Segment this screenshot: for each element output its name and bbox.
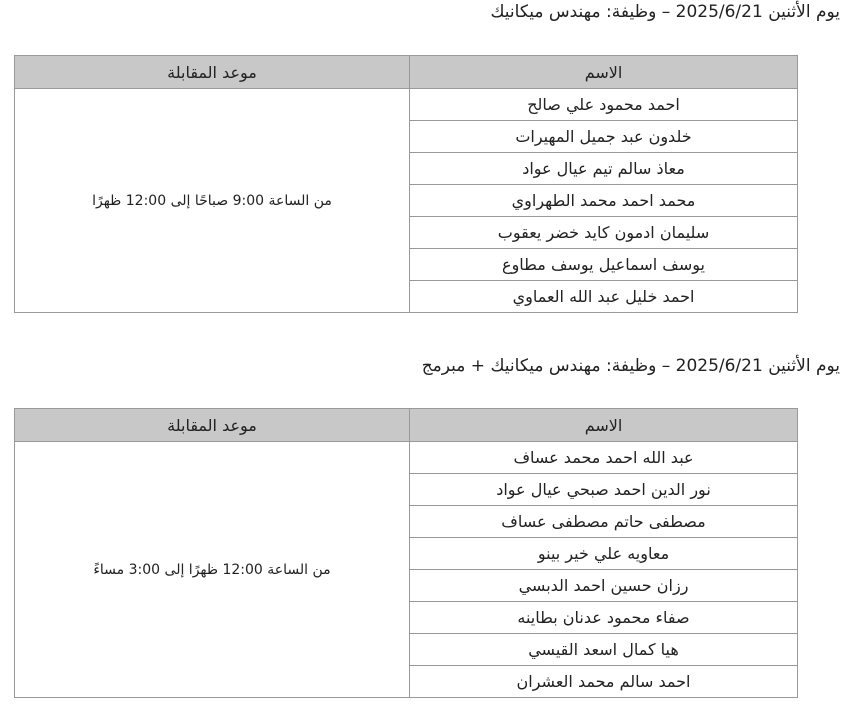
- candidate-name: معاويه علي خير بينو: [409, 537, 798, 570]
- candidate-name: احمد محمود علي صالح: [409, 88, 798, 121]
- table-row: رزان حسين احمد الدبسي: [15, 569, 798, 602]
- candidate-name: يوسف اسماعيل يوسف مطاوع: [409, 248, 798, 281]
- table-row: احمد سالم محمد العشران: [15, 665, 798, 698]
- section-1-heading: يوم الأثنين 2025/6/21 – وظيفة: مهندس ميك…: [490, 2, 840, 22]
- interview-time: من الساعة 12:00 ظهرًا إلى 3:00 مساءً: [14, 441, 410, 698]
- interview-time: من الساعة 9:00 صباحًا إلى 12:00 ظهرًا: [14, 88, 410, 313]
- candidate-name: هيا كمال اسعد القيسي: [409, 633, 798, 666]
- table-row: عبد الله احمد محمد عساف من الساعة 12:00 ظ…: [14, 441, 798, 698]
- candidate-name: سليمان ادمون كايد خضر يعقوب: [409, 216, 798, 249]
- section-2-heading: يوم الأثنين 2025/6/21 – وظيفة: مهندس ميك…: [421, 356, 840, 376]
- table-row: معاويه علي خير بينو: [15, 537, 798, 570]
- candidate-name: رزان حسين احمد الدبسي: [409, 569, 798, 602]
- candidate-name: نور الدين احمد صبحي عيال عواد: [409, 473, 798, 506]
- table-row: سليمان ادمون كايد خضر يعقوب: [15, 216, 798, 249]
- interview-table-2: الاسم موعد المقابلة عبد الله احمد محمد ع…: [14, 408, 798, 698]
- candidate-name: محمد احمد محمد الطهراوي: [409, 184, 798, 217]
- candidate-name: معاذ سالم تيم عيال عواد: [409, 152, 798, 185]
- column-header-name: الاسم: [409, 408, 798, 442]
- column-header-name: الاسم: [409, 55, 798, 89]
- table-row: هيا كمال اسعد القيسي: [15, 633, 798, 666]
- table-row: احمد محمود علي صالح من الساعة 9:00 صباحًا…: [14, 88, 798, 313]
- table-row: صفاء محمود عدنان بطاينه: [15, 601, 798, 634]
- table-row: احمد خليل عبد الله العماوي: [15, 280, 798, 313]
- candidate-name: صفاء محمود عدنان بطاينه: [409, 601, 798, 634]
- table-row: خلدون عبد جميل المهيرات: [15, 120, 798, 153]
- candidate-name: احمد خليل عبد الله العماوي: [409, 280, 798, 313]
- interview-table-1: الاسم موعد المقابلة احمد محمود علي صالح م…: [14, 55, 798, 313]
- table-row: نور الدين احمد صبحي عيال عواد: [15, 473, 798, 506]
- candidate-name: مصطفى حاتم مصطفى عساف: [409, 505, 798, 538]
- candidate-name: خلدون عبد جميل المهيرات: [409, 120, 798, 153]
- table-row: معاذ سالم تيم عيال عواد: [15, 152, 798, 185]
- table-row: يوسف اسماعيل يوسف مطاوع: [15, 248, 798, 281]
- candidate-name: احمد سالم محمد العشران: [409, 665, 798, 698]
- column-header-time: موعد المقابلة: [14, 408, 410, 442]
- candidate-name: عبد الله احمد محمد عساف: [409, 441, 798, 474]
- column-header-time: موعد المقابلة: [14, 55, 410, 89]
- table-row: مصطفى حاتم مصطفى عساف: [15, 505, 798, 538]
